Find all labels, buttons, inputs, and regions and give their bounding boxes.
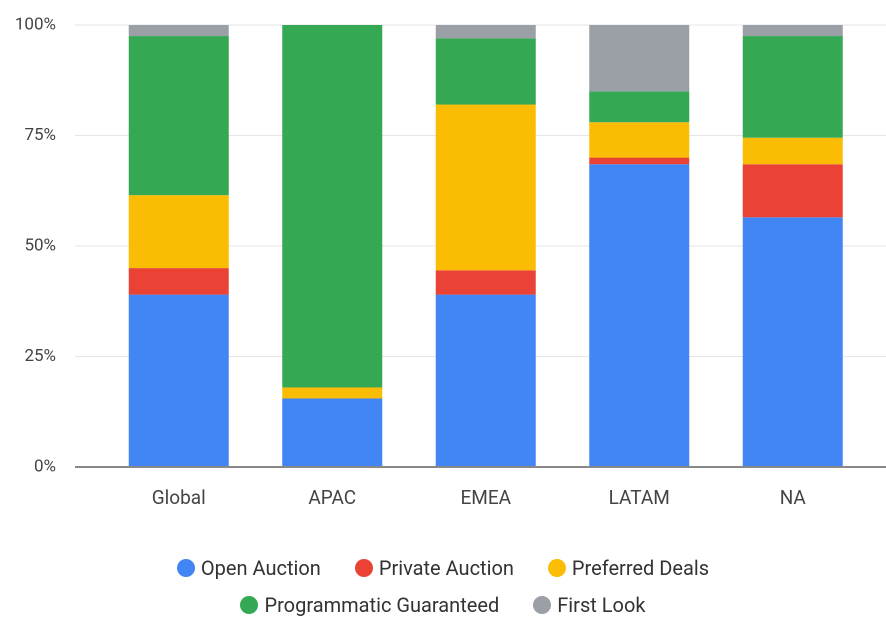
chart: 0% 25% 50% 75% 100% Global APAC EMEA LATAM NA — [15, 14, 886, 509]
legend-item: First Look — [533, 593, 646, 617]
legend-label: Preferred Deals — [571, 556, 710, 580]
legend-item: Open Auction — [176, 556, 321, 580]
bar-segment — [128, 268, 229, 295]
legend-swatch — [354, 559, 373, 577]
bar-segment — [282, 398, 383, 467]
x-tick-label: NA — [780, 486, 807, 509]
bar-segment — [282, 25, 383, 388]
bar-segment — [435, 38, 536, 105]
y-tick-label: 100% — [15, 14, 56, 34]
x-tick-label: APAC — [308, 486, 356, 509]
legend-item: Programmatic Guaranteed — [240, 593, 499, 617]
legend-row: Programmatic Guaranteed First Look — [0, 593, 886, 617]
bar-segment — [435, 294, 536, 467]
bar-segment — [128, 25, 229, 37]
bar-segment — [742, 217, 843, 467]
bar-segment — [589, 164, 690, 468]
legend-row: Open Auction Private Auction Preferred Dea… — [0, 556, 886, 580]
x-tick-label: Global — [152, 486, 206, 509]
bar-segment — [128, 195, 229, 269]
x-tick-label: EMEA — [460, 486, 511, 509]
bar-segment — [742, 36, 843, 138]
legend-swatch — [240, 596, 259, 614]
legend-item: Private Auction — [354, 556, 514, 580]
y-tick-label: 0% — [34, 456, 56, 476]
legend-swatch — [547, 559, 566, 577]
legend-item: Preferred Deals — [547, 556, 710, 580]
bar-segment — [128, 294, 229, 467]
bar-segment — [282, 387, 383, 399]
bar-segment — [589, 157, 690, 165]
legend-swatch — [533, 596, 552, 614]
bar-segment — [435, 104, 536, 271]
bar-segment — [742, 164, 843, 218]
bar-segment — [589, 91, 690, 123]
y-tick-label: 25% — [24, 346, 56, 366]
bar-segment — [435, 270, 536, 295]
x-tick-label: LATAM — [609, 486, 670, 509]
legend-label: First Look — [557, 593, 646, 617]
bar-segment — [128, 36, 229, 196]
legend-swatch — [176, 559, 195, 577]
legend-label: Private Auction — [378, 556, 514, 580]
bar-segment — [742, 25, 843, 37]
legend-label: Open Auction — [200, 556, 321, 580]
legend-label: Programmatic Guaranteed — [264, 593, 500, 617]
bar-segment — [435, 25, 536, 39]
y-tick-label: 50% — [24, 235, 56, 255]
y-tick-label: 75% — [24, 125, 56, 145]
bar-segment — [742, 137, 843, 165]
bar-segment — [589, 122, 690, 158]
bar-segment — [589, 25, 690, 92]
